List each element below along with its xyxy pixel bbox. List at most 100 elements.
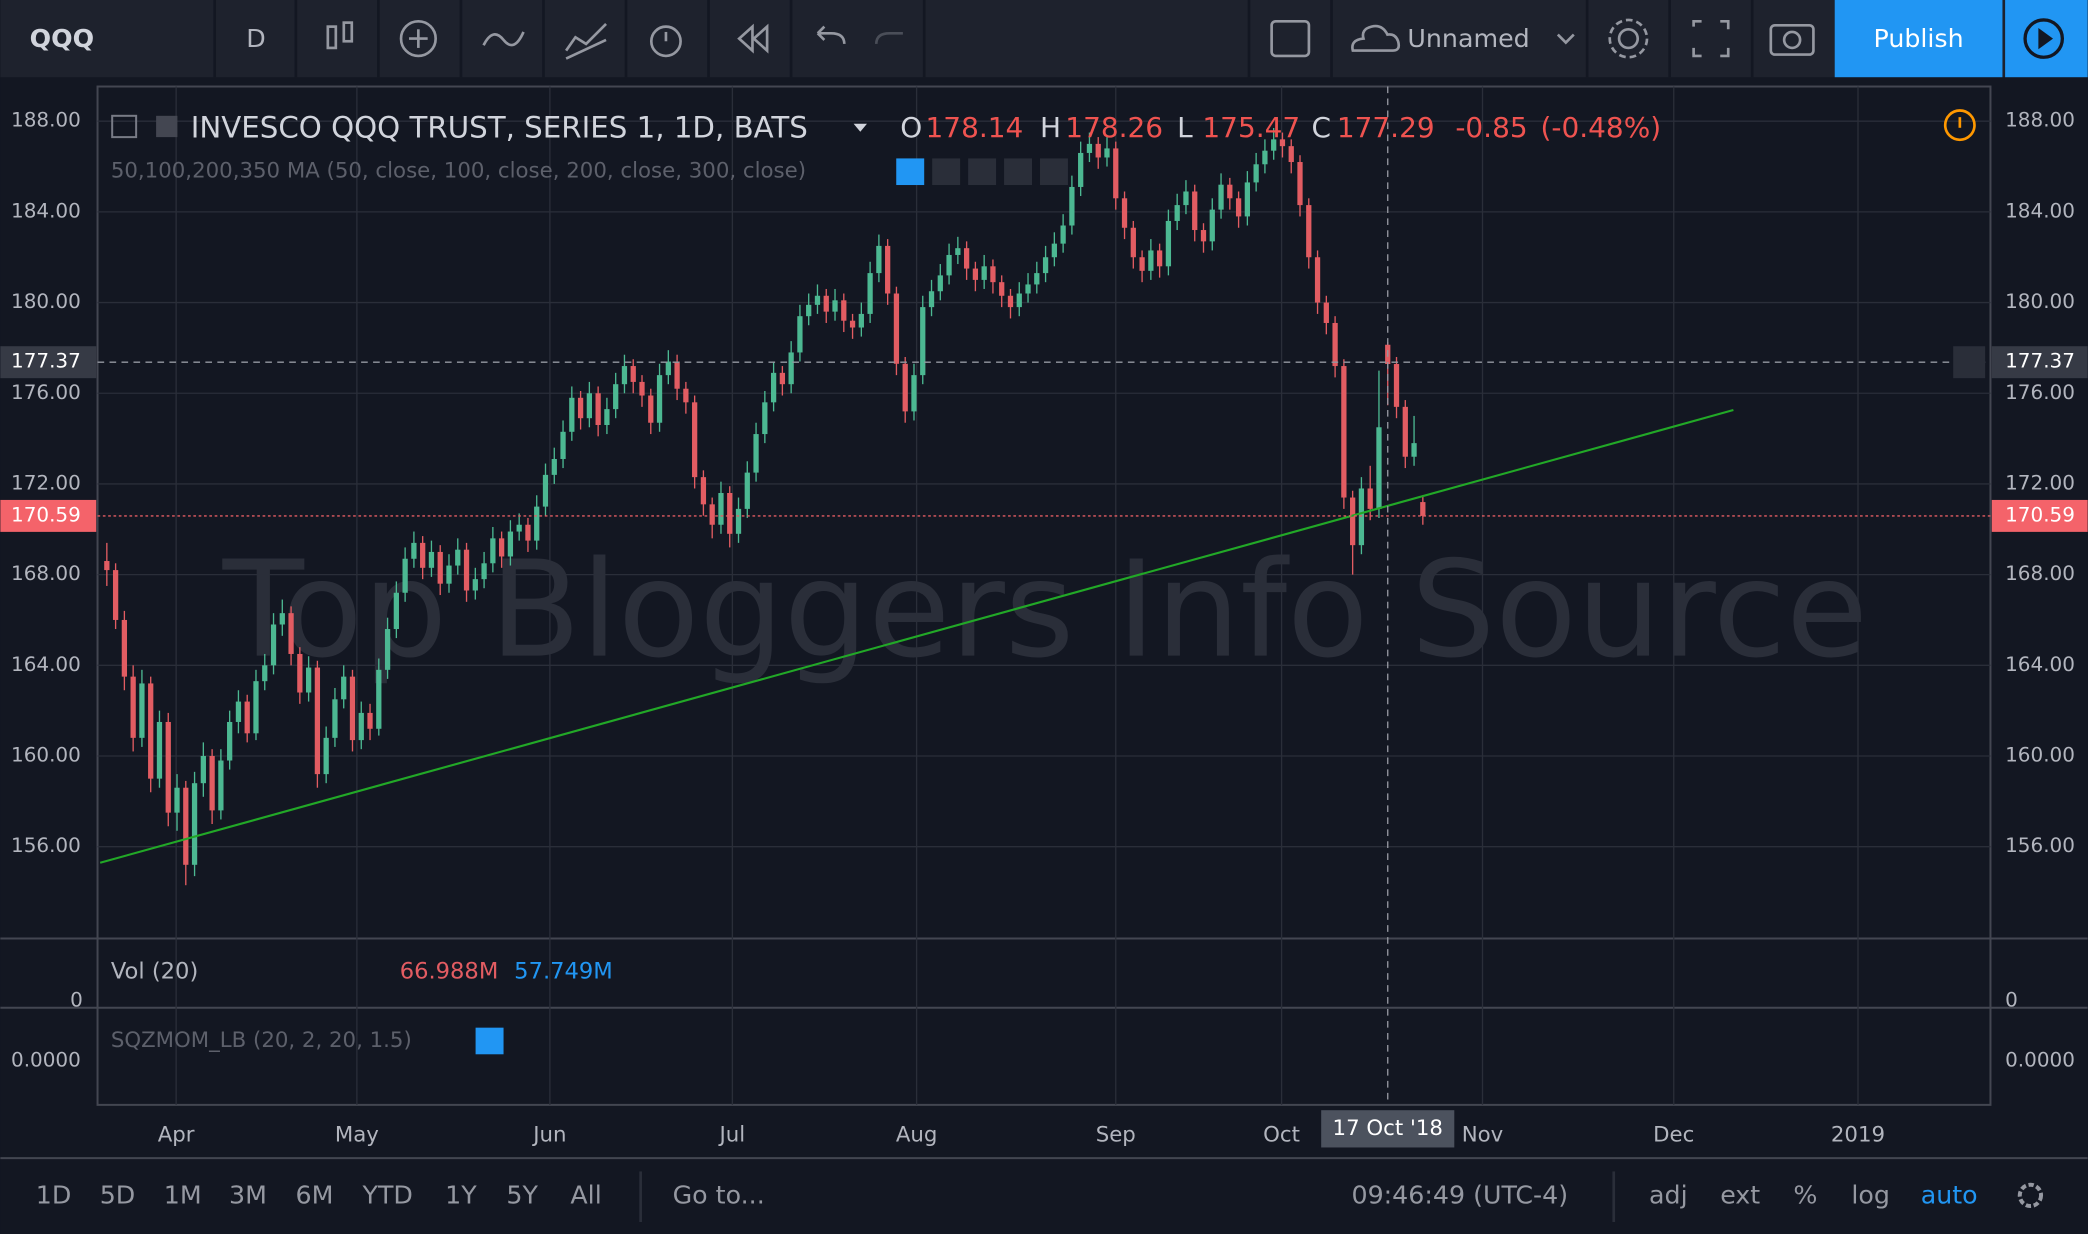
squeeze-visibility[interactable] [475, 1027, 504, 1055]
range-button[interactable]: 1M [164, 1181, 202, 1210]
candle-body [1007, 295, 1014, 308]
crosshair-date-label: 17 Oct '18 [1333, 1116, 1443, 1141]
candle-body [762, 402, 768, 435]
candle-body [112, 570, 119, 620]
candle-body [604, 409, 610, 425]
crosshair-price-tag [1991, 346, 2088, 379]
candle-body [1051, 243, 1057, 258]
candle-body [297, 653, 303, 693]
interval-button[interactable]: D [246, 24, 265, 53]
range-button[interactable]: 1D [36, 1181, 72, 1210]
symbol[interactable]: QQQ [30, 24, 94, 53]
range-button[interactable]: 3M [229, 1181, 267, 1210]
candle-body [490, 538, 496, 564]
candle-body [586, 393, 592, 419]
candle-body [823, 295, 829, 312]
x-tick-label: Aug [896, 1122, 938, 1147]
candle-body [1420, 502, 1426, 516]
candle-body [1358, 488, 1365, 546]
layout-name[interactable]: Unnamed [1407, 24, 1529, 53]
candle-body [1323, 302, 1329, 323]
candle-body [692, 402, 698, 478]
candle-body [472, 579, 478, 591]
y-tick-label: 160.00 [11, 742, 81, 766]
last-price-label: 170.59 [11, 502, 81, 526]
scale-option[interactable]: ext [1720, 1181, 1760, 1210]
settings-icon[interactable] [2017, 1182, 2044, 1209]
collapse-icon[interactable] [111, 114, 138, 139]
candle-body [1393, 364, 1400, 407]
candle-body [156, 721, 163, 779]
candle-body [1297, 162, 1303, 206]
add-alert-button[interactable] [1953, 346, 1986, 379]
scale-option[interactable]: auto [1921, 1181, 1978, 1210]
candle-body [788, 352, 794, 385]
publish-label[interactable]: Publish [1874, 24, 1964, 53]
candle-body [797, 316, 803, 353]
candle-body [621, 366, 628, 385]
candle-body [1341, 366, 1347, 498]
scale-option[interactable]: adj [1649, 1181, 1688, 1210]
candle-body [1411, 443, 1417, 457]
squeeze-title: SQZMOM_LB (20, 2, 20, 1.5) [111, 1028, 412, 1053]
candle-body [911, 375, 917, 412]
candle-body [1192, 191, 1198, 231]
candle-body [613, 384, 619, 410]
candle-body [674, 361, 680, 389]
title-dropdown[interactable] [853, 123, 867, 132]
range-button[interactable]: 5Y [506, 1181, 538, 1210]
candle-body [806, 304, 812, 317]
candle-body [683, 388, 689, 403]
toolbar-icons[interactable] [326, 18, 1815, 60]
candle-body [402, 558, 408, 593]
warning-icon[interactable] [1943, 109, 1976, 142]
trendline[interactable] [99, 409, 1734, 864]
candle-body [1139, 257, 1145, 271]
candle-body [648, 395, 654, 423]
candle-body [130, 676, 136, 738]
replay-icon-arrow [2038, 27, 2054, 50]
volume-value: 66.988M [400, 958, 499, 984]
candle-body [1157, 250, 1163, 267]
y-tick-label: 164.00 [11, 652, 81, 676]
indicator-buttons[interactable] [896, 158, 1068, 186]
publish-button[interactable] [1834, 0, 2003, 78]
scale-option[interactable]: % [1793, 1181, 1817, 1210]
range-button[interactable]: YTD [362, 1181, 413, 1210]
candle-body [1174, 205, 1180, 221]
goto-button[interactable]: Go to... [673, 1181, 765, 1210]
candle-body [1121, 198, 1128, 228]
crosshair-price-tag [0, 346, 97, 379]
candle-body [841, 300, 847, 321]
range-button[interactable]: 1Y [445, 1181, 477, 1210]
candle-body [481, 563, 487, 580]
candle-body [262, 665, 268, 682]
scale-option[interactable]: log [1851, 1181, 1890, 1210]
toolbar-dividers [213, 0, 1754, 78]
squeeze-tick-label: 0.0000 [11, 1047, 81, 1071]
last-price-tag [1991, 499, 2088, 532]
range-button[interactable]: 6M [296, 1181, 334, 1210]
volume-tick-label: 0 [70, 988, 83, 1012]
candle-body [1306, 205, 1312, 258]
candle-body [349, 676, 356, 741]
grid [97, 86, 1991, 1105]
ohlc-letter: L [1177, 111, 1193, 144]
range-button[interactable]: All [570, 1181, 601, 1210]
x-tick-label: Oct [1263, 1122, 1300, 1147]
y-tick-label: 184.00 [2005, 198, 2075, 222]
candle-body [727, 493, 733, 534]
candle-body [1016, 293, 1022, 308]
volume-tick-label: 0 [2005, 988, 2018, 1012]
candle-body [744, 472, 750, 509]
y-tick-label: 168.00 [11, 561, 81, 585]
candle-body [1218, 184, 1224, 210]
candle-body [393, 592, 399, 630]
candle-body [920, 307, 926, 376]
candle-body [463, 549, 470, 591]
candle-body [1253, 164, 1259, 183]
watermark: Top Bloggers Info Source [222, 533, 1868, 688]
y-tick-label: 176.00 [11, 380, 81, 404]
range-button[interactable]: 5D [100, 1181, 136, 1210]
